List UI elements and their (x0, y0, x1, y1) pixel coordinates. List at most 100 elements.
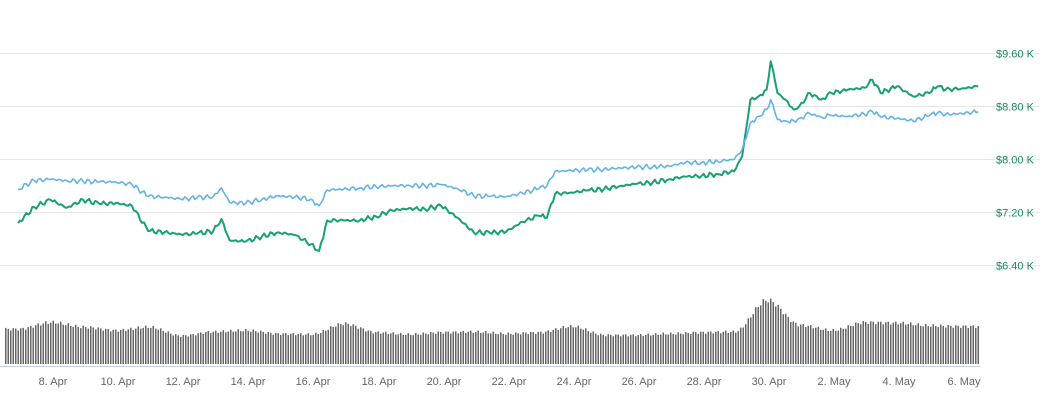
volume-bar (927, 326, 929, 364)
volume-bar (760, 305, 762, 364)
volume-bar (35, 325, 37, 364)
volume-bar (377, 331, 379, 364)
volume-bar (405, 334, 407, 364)
volume-bar (725, 330, 727, 364)
volume-bar (100, 328, 102, 364)
volume-bar (532, 332, 534, 364)
volume-bar (607, 334, 609, 364)
volume-bar (507, 332, 509, 364)
volume-bar (5, 327, 7, 364)
volume-bar (177, 335, 179, 364)
volume-bar (950, 325, 952, 364)
volume-bar (160, 328, 162, 364)
volume-bar (930, 326, 932, 364)
volume-bar (765, 300, 767, 364)
volume-bar (497, 334, 499, 364)
volume-bar (500, 332, 502, 364)
volume-bar (340, 324, 342, 364)
volume-bar (215, 330, 217, 364)
volume-bar (147, 327, 149, 364)
volume-bar (265, 333, 267, 364)
volume-bar (835, 330, 837, 364)
volume-bar (600, 333, 602, 364)
volume-bar (687, 332, 689, 364)
volume-bar (535, 333, 537, 364)
volume-bar (920, 325, 922, 364)
volume-bar (917, 323, 919, 364)
volume-bar (402, 335, 404, 364)
volume-bar (230, 329, 232, 364)
volume-bar (60, 321, 62, 364)
volume-bar (825, 328, 827, 364)
volume-bar (440, 332, 442, 364)
volume-bar (922, 326, 924, 364)
volume-bar (245, 329, 247, 364)
volume-bar (790, 322, 792, 364)
volume-bar (865, 321, 867, 364)
volume-bar (132, 329, 134, 364)
volume-bar (530, 331, 532, 364)
volume-bar (300, 333, 302, 364)
volume-bar (762, 299, 764, 364)
volume-bar (550, 332, 552, 364)
volume-bar (557, 330, 559, 364)
volume-bar (715, 331, 717, 364)
volume-bar (732, 330, 734, 364)
volume-bar (82, 325, 84, 364)
volume-bar (175, 334, 177, 364)
volume-bar (182, 334, 184, 364)
volume-bar (200, 332, 202, 364)
volume-bar (485, 331, 487, 364)
volume-bar (665, 334, 667, 364)
volume-bar (575, 327, 577, 364)
volume-bar (735, 332, 737, 364)
volume-bar (807, 325, 809, 364)
volume-bar (747, 318, 749, 364)
volume-bar (567, 327, 569, 364)
volume-bar (472, 332, 474, 364)
volume-bar (67, 323, 69, 364)
volume-bar (805, 327, 807, 364)
volume-bar (280, 335, 282, 364)
volume-bar (227, 331, 229, 364)
volume-bar (710, 331, 712, 364)
volume-bar (870, 321, 872, 364)
volume-bar (152, 325, 154, 364)
volume-bar (975, 327, 977, 364)
volume-bar (345, 322, 347, 364)
volume-bar (960, 327, 962, 364)
volume-bar (802, 324, 804, 364)
volume-bar (115, 329, 117, 364)
volume-bar (502, 334, 504, 364)
volume-bar (382, 332, 384, 364)
volume-bar (882, 324, 884, 364)
volume-bar (195, 335, 197, 364)
volume-bar (135, 328, 137, 364)
volume-bar (315, 332, 317, 364)
y-axis-ticks: $6.40 K $7.20 K $8.00 K $8.80 K $9.60 K (996, 49, 1035, 273)
volume-bar (525, 332, 527, 364)
volume-bar (707, 331, 709, 364)
volume-bar (795, 322, 797, 364)
volume-bar (155, 328, 157, 364)
volume-bar (322, 330, 324, 364)
volume-bar (467, 331, 469, 364)
volume-bar (845, 328, 847, 364)
volume-bar (935, 326, 937, 364)
volume-bar (740, 327, 742, 364)
volume-bar (772, 302, 774, 364)
volume-bar (692, 331, 694, 364)
volume-bar (187, 336, 189, 364)
volume-bar (915, 325, 917, 364)
volume-bar (220, 331, 222, 364)
volume-bar (250, 331, 252, 364)
volume-bar (180, 336, 182, 364)
volume-bar (952, 327, 954, 364)
volume-bar (275, 332, 277, 364)
volume-bar (342, 325, 344, 364)
volume-bar (142, 327, 144, 364)
volume-bar (887, 321, 889, 364)
volume-bar (407, 333, 409, 364)
volume-bar (905, 324, 907, 364)
